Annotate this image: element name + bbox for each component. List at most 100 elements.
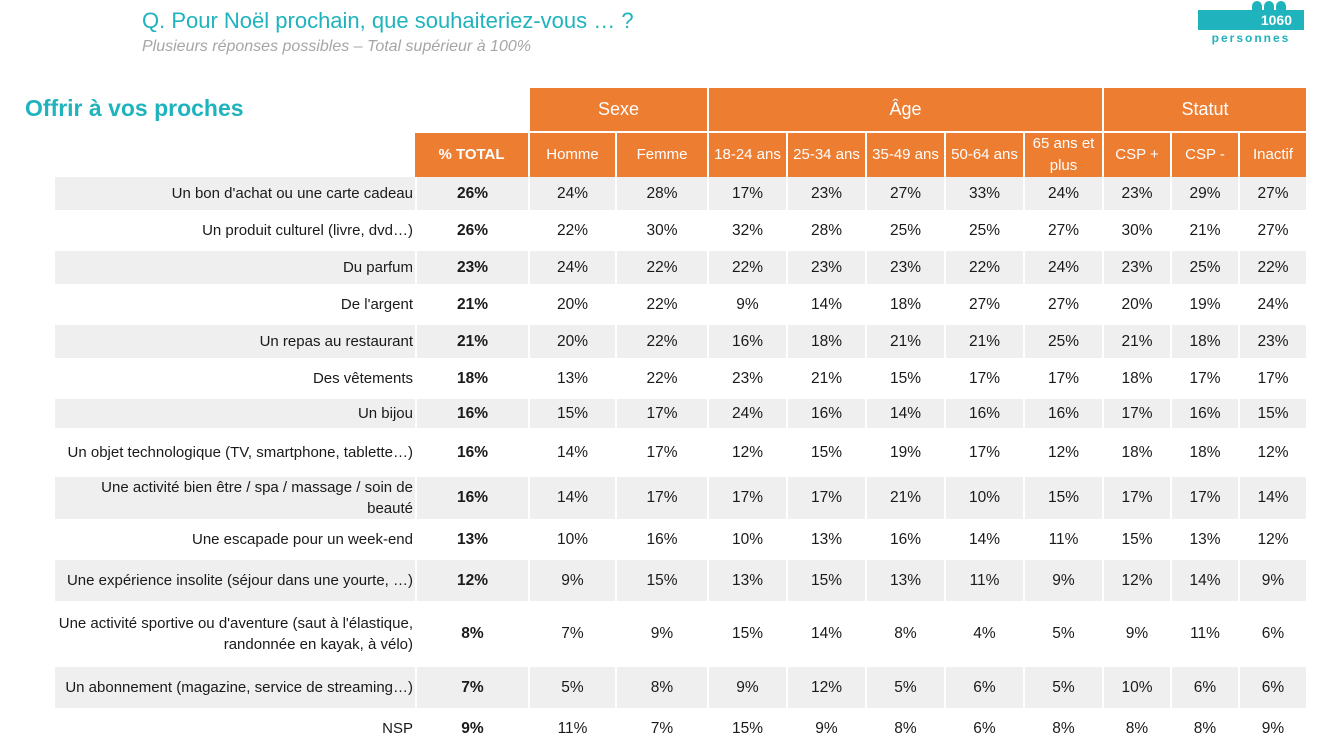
column-header: CSP -: [1170, 131, 1238, 177]
value-cell: 6%: [944, 667, 1023, 712]
value-cell: 17%: [1102, 477, 1170, 523]
row-label: De l'argent: [55, 288, 415, 325]
value-cell: 24%: [1238, 288, 1306, 325]
value-cell: 23%: [786, 251, 865, 288]
value-cell: 15%: [1238, 399, 1306, 432]
value-cell: 17%: [1170, 477, 1238, 523]
total-cell: 16%: [415, 477, 528, 523]
value-cell: 18%: [1170, 432, 1238, 477]
value-cell: 24%: [707, 399, 786, 432]
value-cell: 24%: [1023, 251, 1102, 288]
value-cell: 15%: [865, 362, 944, 399]
column-header: 50-64 ans: [944, 131, 1023, 177]
value-cell: 14%: [865, 399, 944, 432]
value-cell: 15%: [707, 605, 786, 667]
sample-count-badge: 1060: [1198, 10, 1304, 30]
table-row: Un repas au restaurant 21% 20% 22% 16% 18% 21%…: [55, 325, 1306, 362]
value-cell: 14%: [944, 523, 1023, 560]
column-header: 35-49 ans: [865, 131, 944, 177]
sample-label: personnes: [1211, 31, 1291, 45]
value-cell: 9%: [1023, 560, 1102, 605]
row-label: Un bijou: [55, 399, 415, 432]
row-label: Un abonnement (magazine, service de stre…: [55, 667, 415, 712]
value-cell: 17%: [615, 432, 707, 477]
value-cell: 15%: [1102, 523, 1170, 560]
value-cell: 6%: [1238, 605, 1306, 667]
group-header-row: Sexe Âge Statut: [55, 88, 1306, 131]
value-cell: 14%: [1170, 560, 1238, 605]
value-cell: 8%: [1170, 712, 1238, 749]
value-cell: 17%: [1023, 362, 1102, 399]
total-cell: 21%: [415, 325, 528, 362]
value-cell: 19%: [865, 432, 944, 477]
value-cell: 28%: [615, 177, 707, 214]
value-cell: 23%: [786, 177, 865, 214]
group-header-sexe: Sexe: [528, 88, 707, 131]
value-cell: 16%: [707, 325, 786, 362]
value-cell: 19%: [1170, 288, 1238, 325]
value-cell: 20%: [1102, 288, 1170, 325]
value-cell: 8%: [865, 605, 944, 667]
value-cell: 23%: [865, 251, 944, 288]
row-label: Une activité sportive ou d'aventure (sau…: [55, 605, 415, 667]
value-cell: 23%: [707, 362, 786, 399]
value-cell: 15%: [786, 560, 865, 605]
value-cell: 21%: [1102, 325, 1170, 362]
total-cell: 7%: [415, 667, 528, 712]
value-cell: 6%: [944, 712, 1023, 749]
value-cell: 22%: [944, 251, 1023, 288]
row-label: NSP: [55, 712, 415, 749]
value-cell: 22%: [615, 251, 707, 288]
value-cell: 33%: [944, 177, 1023, 214]
total-cell: 8%: [415, 605, 528, 667]
value-cell: 16%: [1023, 399, 1102, 432]
column-header: 25-34 ans: [786, 131, 865, 177]
value-cell: 12%: [1238, 523, 1306, 560]
value-cell: 7%: [615, 712, 707, 749]
column-header: 18-24 ans: [707, 131, 786, 177]
value-cell: 17%: [707, 177, 786, 214]
section-title: Offrir à vos proches: [25, 95, 244, 121]
value-cell: 32%: [707, 214, 786, 251]
value-cell: 11%: [528, 712, 615, 749]
value-cell: 9%: [786, 712, 865, 749]
table-row: Une activité sportive ou d'aventure (sau…: [55, 605, 1306, 667]
table-row: Un abonnement (magazine, service de stre…: [55, 667, 1306, 712]
value-cell: 10%: [944, 477, 1023, 523]
value-cell: 15%: [1023, 477, 1102, 523]
value-cell: 21%: [944, 325, 1023, 362]
value-cell: 18%: [865, 288, 944, 325]
value-cell: 14%: [786, 288, 865, 325]
total-cell: 26%: [415, 177, 528, 214]
table-row: De l'argent 21% 20% 22% 9% 14% 18% 27% 27% 20% 19%…: [55, 288, 1306, 325]
value-cell: 27%: [1023, 214, 1102, 251]
value-cell: 10%: [528, 523, 615, 560]
table-row: Une expérience insolite (séjour dans une…: [55, 560, 1306, 605]
value-cell: 23%: [1102, 177, 1170, 214]
table-row: Un objet technologique (TV, smartphone, …: [55, 432, 1306, 477]
value-cell: 27%: [865, 177, 944, 214]
table-row: Un produit culturel (livre, dvd…) 26% 22% 3…: [55, 214, 1306, 251]
value-cell: 4%: [944, 605, 1023, 667]
row-label: Un objet technologique (TV, smartphone, …: [55, 432, 415, 477]
value-cell: 14%: [786, 605, 865, 667]
value-cell: 5%: [1023, 667, 1102, 712]
value-cell: 15%: [786, 432, 865, 477]
value-cell: 9%: [1238, 712, 1306, 749]
value-cell: 24%: [1023, 177, 1102, 214]
value-cell: 22%: [615, 325, 707, 362]
value-cell: 9%: [1238, 560, 1306, 605]
total-cell: 16%: [415, 399, 528, 432]
value-cell: 14%: [528, 477, 615, 523]
total-cell: 26%: [415, 214, 528, 251]
table-row: Une escapade pour un week-end 13% 10% 16% 10…: [55, 523, 1306, 560]
column-header-total: % TOTAL: [415, 131, 528, 177]
value-cell: 17%: [944, 362, 1023, 399]
row-label: Un bon d'achat ou une carte cadeau: [55, 177, 415, 214]
value-cell: 22%: [615, 362, 707, 399]
value-cell: 22%: [1238, 251, 1306, 288]
column-header: Inactif: [1238, 131, 1306, 177]
value-cell: 17%: [615, 477, 707, 523]
value-cell: 9%: [1102, 605, 1170, 667]
value-cell: 18%: [1102, 362, 1170, 399]
